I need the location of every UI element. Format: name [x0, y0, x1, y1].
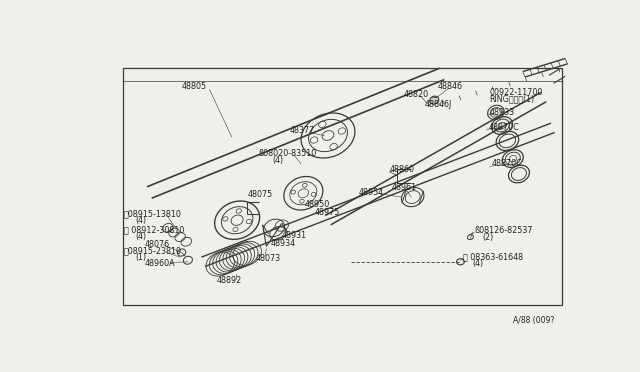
Text: 48075: 48075 — [247, 190, 273, 199]
Text: A/88 (009?: A/88 (009? — [513, 316, 554, 325]
Text: 48961: 48961 — [391, 183, 416, 192]
Text: (4): (4) — [136, 217, 147, 225]
Text: (1): (1) — [136, 253, 147, 262]
Text: 48820: 48820 — [403, 90, 429, 99]
Text: ß08126-82537: ß08126-82537 — [474, 227, 532, 235]
Text: 48870C: 48870C — [488, 123, 519, 132]
Text: 48960A: 48960A — [145, 259, 175, 268]
Text: (4): (4) — [136, 232, 147, 241]
Text: (4): (4) — [473, 259, 484, 268]
Text: Ⓦ08915-13810: Ⓦ08915-13810 — [124, 209, 182, 218]
Text: 00922-11700: 00922-11700 — [490, 88, 543, 97]
Text: 48892: 48892 — [216, 276, 242, 285]
Text: 48950: 48950 — [305, 200, 330, 209]
Ellipse shape — [429, 96, 439, 104]
Text: Ⓢ 08363-61648: Ⓢ 08363-61648 — [463, 252, 523, 261]
Text: 48377: 48377 — [289, 126, 315, 135]
Text: Ⓦ08915-23810: Ⓦ08915-23810 — [124, 247, 182, 256]
Text: 48860: 48860 — [390, 165, 415, 174]
Text: 48805: 48805 — [182, 83, 207, 92]
Text: (4): (4) — [273, 155, 284, 165]
Text: 48954: 48954 — [359, 188, 384, 197]
Text: 48846: 48846 — [437, 83, 462, 92]
Text: 48933: 48933 — [490, 108, 515, 117]
Text: 48846J: 48846J — [425, 100, 452, 109]
Text: (2): (2) — [482, 233, 493, 243]
Text: 48975: 48975 — [315, 208, 340, 217]
Text: 48934: 48934 — [270, 239, 296, 248]
Text: RINGリング(1): RINGリング(1) — [490, 95, 535, 104]
Text: ß08020-83510: ß08020-83510 — [259, 150, 317, 158]
Text: 48931: 48931 — [282, 231, 307, 240]
Text: Ⓝ 08912-30810: Ⓝ 08912-30810 — [124, 225, 184, 234]
Text: 48870C: 48870C — [492, 160, 522, 169]
Text: 48073: 48073 — [255, 254, 281, 263]
Text: 48076: 48076 — [145, 240, 170, 249]
